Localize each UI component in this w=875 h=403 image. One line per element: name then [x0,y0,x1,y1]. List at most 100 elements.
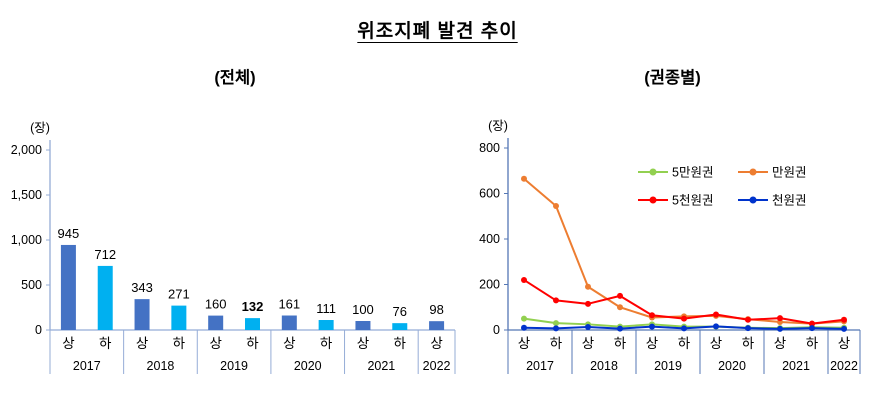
bar-value-label: 111 [316,301,336,316]
year-label: 2018 [147,359,175,373]
data-point [553,297,559,304]
y-tick-label: 2,000 [11,143,42,157]
category-label: 상 [136,336,148,351]
year-label: 2022 [830,359,858,373]
category-label: 상 [646,336,658,351]
bar-value-label: 161 [278,297,300,312]
category-label: 하 [614,336,627,351]
data-point [521,175,527,182]
bar [429,321,445,330]
category-label: 상 [209,336,221,351]
y-tick-label: 800 [479,141,500,155]
category-label: 하 [320,336,333,351]
data-point [809,325,815,332]
bar-value-label: 712 [94,247,116,262]
data-point [745,325,751,332]
category-label: 상 [430,336,442,351]
category-label: 하 [394,336,407,351]
legend-marker [749,196,757,204]
bar [60,244,76,330]
data-point [841,316,847,323]
category-label: 하 [173,336,186,351]
data-point [777,325,783,332]
year-label: 2018 [590,359,618,373]
bar [245,318,260,330]
year-label: 2017 [73,359,101,373]
bar [97,265,113,330]
data-point [617,325,623,332]
data-point [617,304,623,311]
year-label: 2019 [220,359,248,373]
category-label: 상 [710,336,722,351]
legend-label: 5만원권 [672,166,713,180]
data-point [745,316,751,323]
category-label: 하 [550,336,563,351]
y-tick-label: 1,000 [11,233,42,247]
y-tick-label: 600 [479,187,500,201]
bar-value-label: 945 [58,226,80,241]
category-label: 상 [838,336,850,351]
data-point [713,323,719,330]
page-title: 위조지폐 발견 추이 [357,21,518,42]
total-chart-title: (전체) [214,69,256,87]
data-point [585,300,591,307]
y-tick-label: 0 [35,323,42,337]
data-point [841,325,847,332]
denomination-line-chart: (장) 0 200 400 600 800 상 하 상 하 상 하 상 하 상 하 상 2017 2018 2019 2… [479,119,861,374]
category-label: 상 [357,336,369,351]
bar [318,320,334,330]
year-label: 2020 [294,359,322,373]
data-point [649,312,655,319]
y-tick-label: 200 [479,278,500,292]
y-tick-label: 400 [479,232,500,246]
data-point [585,283,591,290]
y-tick-label: 0 [493,323,500,337]
bar [355,321,371,330]
category-label: 하 [99,336,112,351]
category-label: 상 [62,336,74,351]
bar [208,315,224,330]
category-label: 하 [246,336,259,351]
unit-label: (장) [488,119,508,133]
legend-marker [649,196,657,204]
bar-value-label: 132 [242,299,264,314]
legend-label: 만원권 [772,166,807,180]
legend-marker [749,168,757,176]
unit-label: (장) [30,121,50,135]
bar-value-label: 343 [131,280,153,295]
category-label: 하 [742,336,755,351]
bar-value-label: 100 [352,302,374,317]
category-label: 하 [806,336,819,351]
data-point [585,324,591,331]
data-point [809,320,815,327]
year-label: 2021 [782,359,810,373]
y-tick-label: 500 [21,278,42,292]
category-label: 상 [518,336,530,351]
category-label: 상 [582,336,594,351]
year-label: 2020 [718,359,746,373]
data-point [777,315,783,322]
year-label: 2022 [423,359,451,373]
bar-value-label: 76 [393,304,407,319]
data-point [521,315,527,322]
bar-value-label: 98 [429,302,443,317]
year-label: 2021 [367,359,395,373]
total-bar-chart: (장) 0 500 1,000 1,500 2,000 상 하 상 하 상 하 상 하 상 하 상 2017 201… [11,121,456,374]
bar-value-label: 160 [205,297,227,312]
data-point [521,276,527,283]
legend-label: 천원권 [772,193,807,208]
data-point [649,323,655,330]
bar [281,315,297,330]
bar-value-label: 271 [168,287,190,302]
data-point [553,203,559,210]
category-label: 상 [283,336,295,351]
data-point [617,292,623,299]
y-tick-label: 1,500 [11,188,42,202]
bar [171,305,187,330]
data-point [713,311,719,318]
data-point [521,324,527,331]
legend-marker [649,168,657,176]
bar [134,299,150,330]
year-label: 2019 [654,359,682,373]
